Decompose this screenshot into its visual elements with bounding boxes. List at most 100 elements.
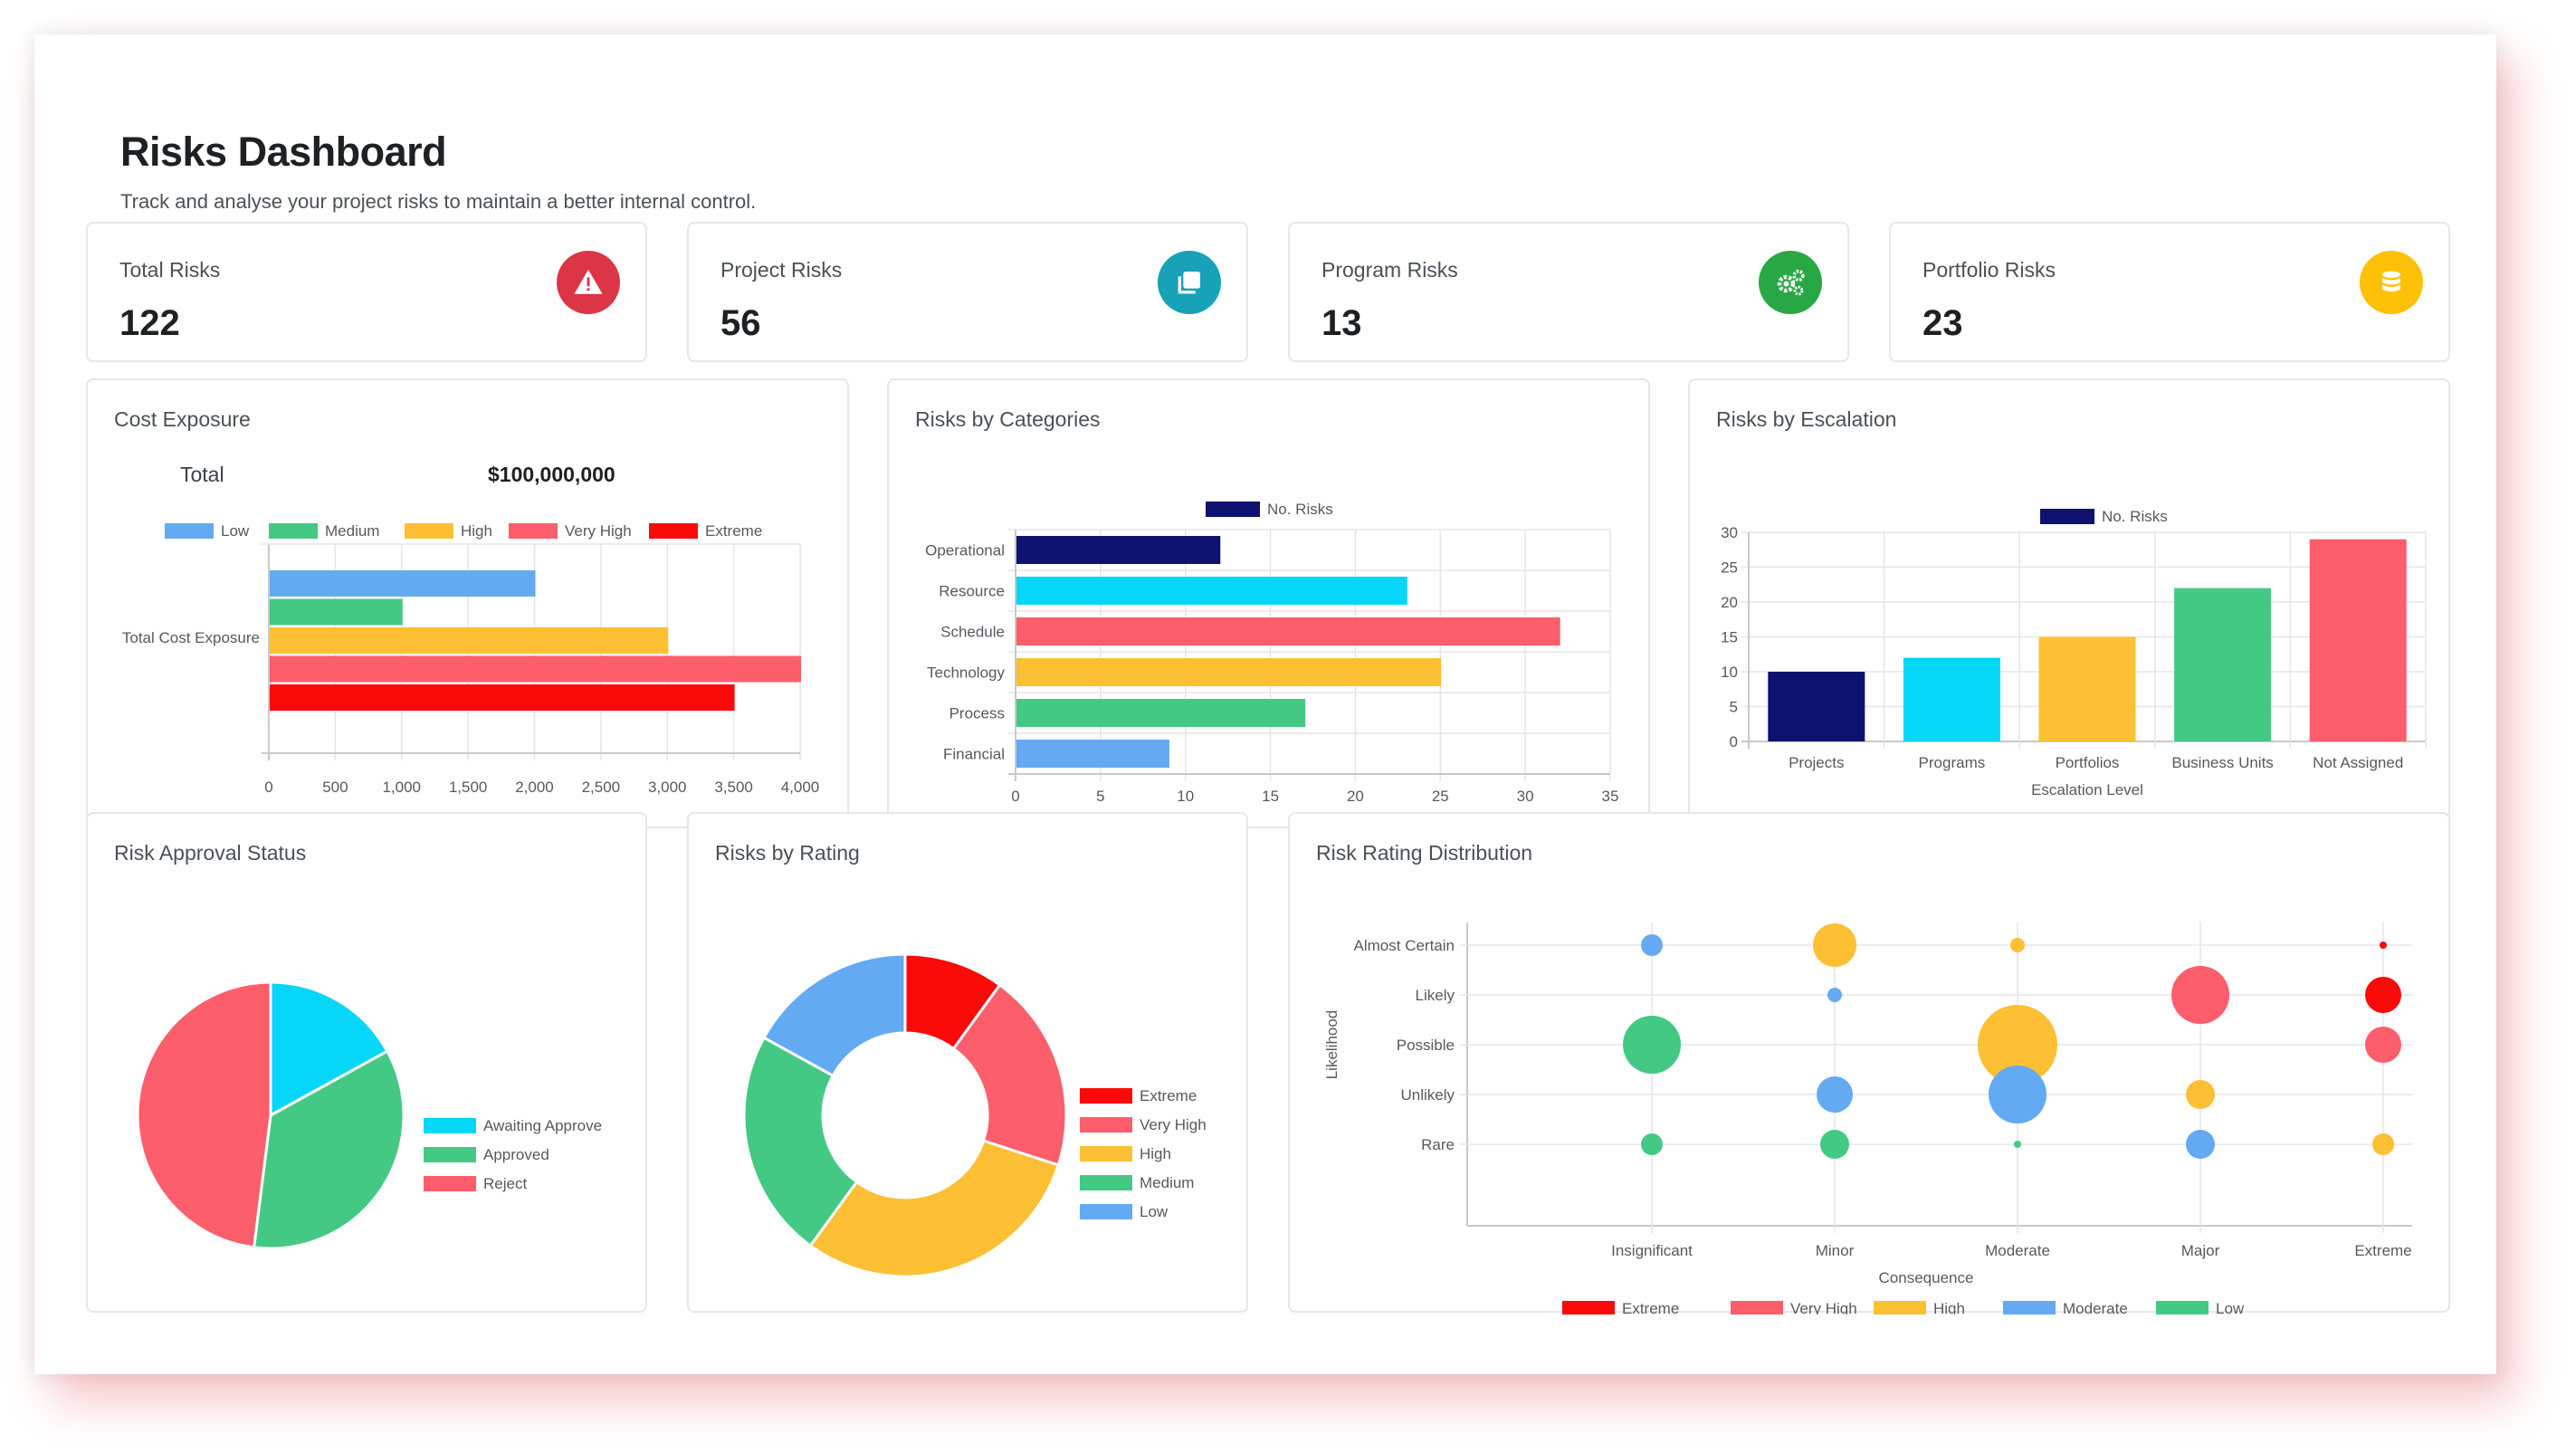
legend-swatch <box>1206 502 1260 517</box>
bar-projects <box>1768 672 1865 741</box>
x-category-label: Moderate <box>1985 1242 2050 1259</box>
bar-operational <box>1016 536 1221 564</box>
y-tick-label: 25 <box>1721 559 1738 577</box>
legend-label: Medium <box>1140 1174 1194 1191</box>
bubble-extreme <box>2365 977 2401 1013</box>
x-tick-label: 35 <box>1602 788 1619 805</box>
legend-label: High <box>1140 1145 1171 1162</box>
legend-label: High <box>461 522 492 540</box>
bubble-high <box>1978 1005 2057 1085</box>
legend-label: Low <box>2216 1300 2245 1314</box>
card-title: Risks by Rating <box>715 841 860 865</box>
x-tick-label: 10 <box>1177 788 1194 805</box>
legend-label: No. Risks <box>1267 501 1333 518</box>
bar-extreme <box>270 684 735 711</box>
dashboard-page: Risks Dashboard Track and analyse your p… <box>34 34 2496 1374</box>
legend-label: Moderate <box>2063 1300 2128 1314</box>
legend-swatch <box>405 523 453 539</box>
y-category-label: Financial <box>943 746 1005 763</box>
y-tick-label: 20 <box>1721 594 1738 611</box>
x-tick-label: 30 <box>1517 788 1534 805</box>
legend-label: High <box>1933 1300 1965 1314</box>
x-tick-label: 25 <box>1432 788 1449 805</box>
legend-swatch <box>165 523 214 539</box>
x-tick-label: 1,000 <box>382 779 421 796</box>
card-title: Risks by Escalation <box>1716 407 1897 431</box>
bar-not-assigned <box>2309 539 2407 741</box>
bar-portfolios <box>2038 636 2136 741</box>
x-tick-label: 15 <box>1262 788 1279 805</box>
bubble-low <box>1641 1133 1663 1155</box>
bubble-high <box>2010 938 2025 952</box>
y-category-label: Rare <box>1421 1136 1455 1153</box>
bar-resource <box>1016 577 1407 605</box>
x-category-label: Projects <box>1789 754 1844 771</box>
x-tick-label: 5 <box>1096 788 1104 805</box>
bubble-very-high <box>2171 966 2229 1024</box>
bar-high <box>270 627 669 654</box>
legend-swatch <box>1080 1204 1132 1219</box>
y-category-label: Unlikely <box>1400 1086 1455 1104</box>
bubble-extreme <box>2380 942 2387 949</box>
stat-card-portfolio-risks[interactable]: Portfolio Risks 23 <box>1889 222 2450 362</box>
legend-swatch <box>2040 509 2094 524</box>
legend-swatch <box>1874 1301 1926 1314</box>
x-tick-label: 0 <box>1011 788 1019 805</box>
card-title: Risk Approval Status <box>114 841 307 865</box>
stat-value: 56 <box>720 303 761 343</box>
bar-low <box>270 570 536 597</box>
stat-card-program-risks[interactable]: Program Risks 13 <box>1288 222 1849 362</box>
legend-swatch <box>1562 1301 1615 1314</box>
y-category-label: Almost Certain <box>1354 937 1455 954</box>
bubble-high <box>2372 1133 2394 1155</box>
x-tick-label: 3,500 <box>714 779 753 796</box>
x-category-label: Major <box>2181 1242 2220 1259</box>
y-tick-label: 15 <box>1721 629 1738 646</box>
page-subtitle: Track and analyse your project risks to … <box>120 190 757 213</box>
y-category-label: Operational <box>925 542 1005 559</box>
x-tick-label: 0 <box>264 779 272 796</box>
legend-label: Medium <box>325 522 379 540</box>
risk-rating-distribution-chart: Rare Unlikely Possible Likely Almost Certain… <box>1323 922 2412 1314</box>
x-axis-title: Consequence <box>1879 1269 1974 1286</box>
x-tick-label: 20 <box>1347 788 1364 805</box>
y-tick-label: 30 <box>1721 524 1738 541</box>
risks-by-escalation-card: Risks by Escalation No. Risks 0 5 10 15 20 25 3… <box>1688 378 2450 828</box>
stat-value: 23 <box>1922 303 1963 343</box>
card-title: Risk Rating Distribution <box>1316 841 1533 865</box>
y-category-label: Process <box>949 705 1005 722</box>
x-tick-label: 4,000 <box>781 779 820 796</box>
x-tick-label: 2,000 <box>515 779 554 796</box>
legend-swatch <box>649 523 698 539</box>
legend-swatch <box>269 523 318 539</box>
x-tick-label: 500 <box>322 779 348 796</box>
x-category-label: Insignificant <box>1611 1242 1693 1259</box>
legend-swatch <box>1080 1146 1132 1161</box>
risks-by-categories-chart: No. Risks 0 5 10 15 20 25 30 35 Operational Resour… <box>925 501 1619 805</box>
slice-reject <box>136 980 272 1249</box>
gears-icon <box>1759 251 1822 314</box>
bar-programs <box>1903 657 2000 741</box>
legend-label: No. Risks <box>2102 508 2168 525</box>
bubble-high <box>2186 1080 2215 1109</box>
x-tick-label: 2,500 <box>582 779 621 796</box>
cost-exposure-chart: Low Medium High Very High Extreme 0 500 1,000 1,… <box>122 522 820 796</box>
stat-label: Portfolio Risks <box>1922 258 2056 282</box>
bubble-high <box>1813 923 1856 967</box>
cost-exposure-card: Cost Exposure Total $100,000,000 Low Medi… <box>86 378 849 828</box>
bubble-moderate <box>1989 1066 2046 1123</box>
legend-swatch <box>1080 1175 1132 1190</box>
stat-label: Project Risks <box>720 258 843 282</box>
y-category-label: Resource <box>939 583 1005 600</box>
legend-swatch <box>2003 1301 2056 1314</box>
y-category-label: Schedule <box>940 624 1005 641</box>
y-tick-label: 5 <box>1730 699 1738 716</box>
stat-card-total-risks[interactable]: Total Risks 122 <box>86 222 647 362</box>
legend-label: Extreme <box>1622 1300 1679 1314</box>
stat-card-project-risks[interactable]: Project Risks 56 <box>687 222 1248 362</box>
bar-very-high <box>270 655 801 683</box>
legend-swatch <box>509 523 558 539</box>
stat-label: Total Risks <box>119 258 221 282</box>
x-tick-label: 1,500 <box>449 779 488 796</box>
bubble-moderate <box>1827 988 1842 1002</box>
